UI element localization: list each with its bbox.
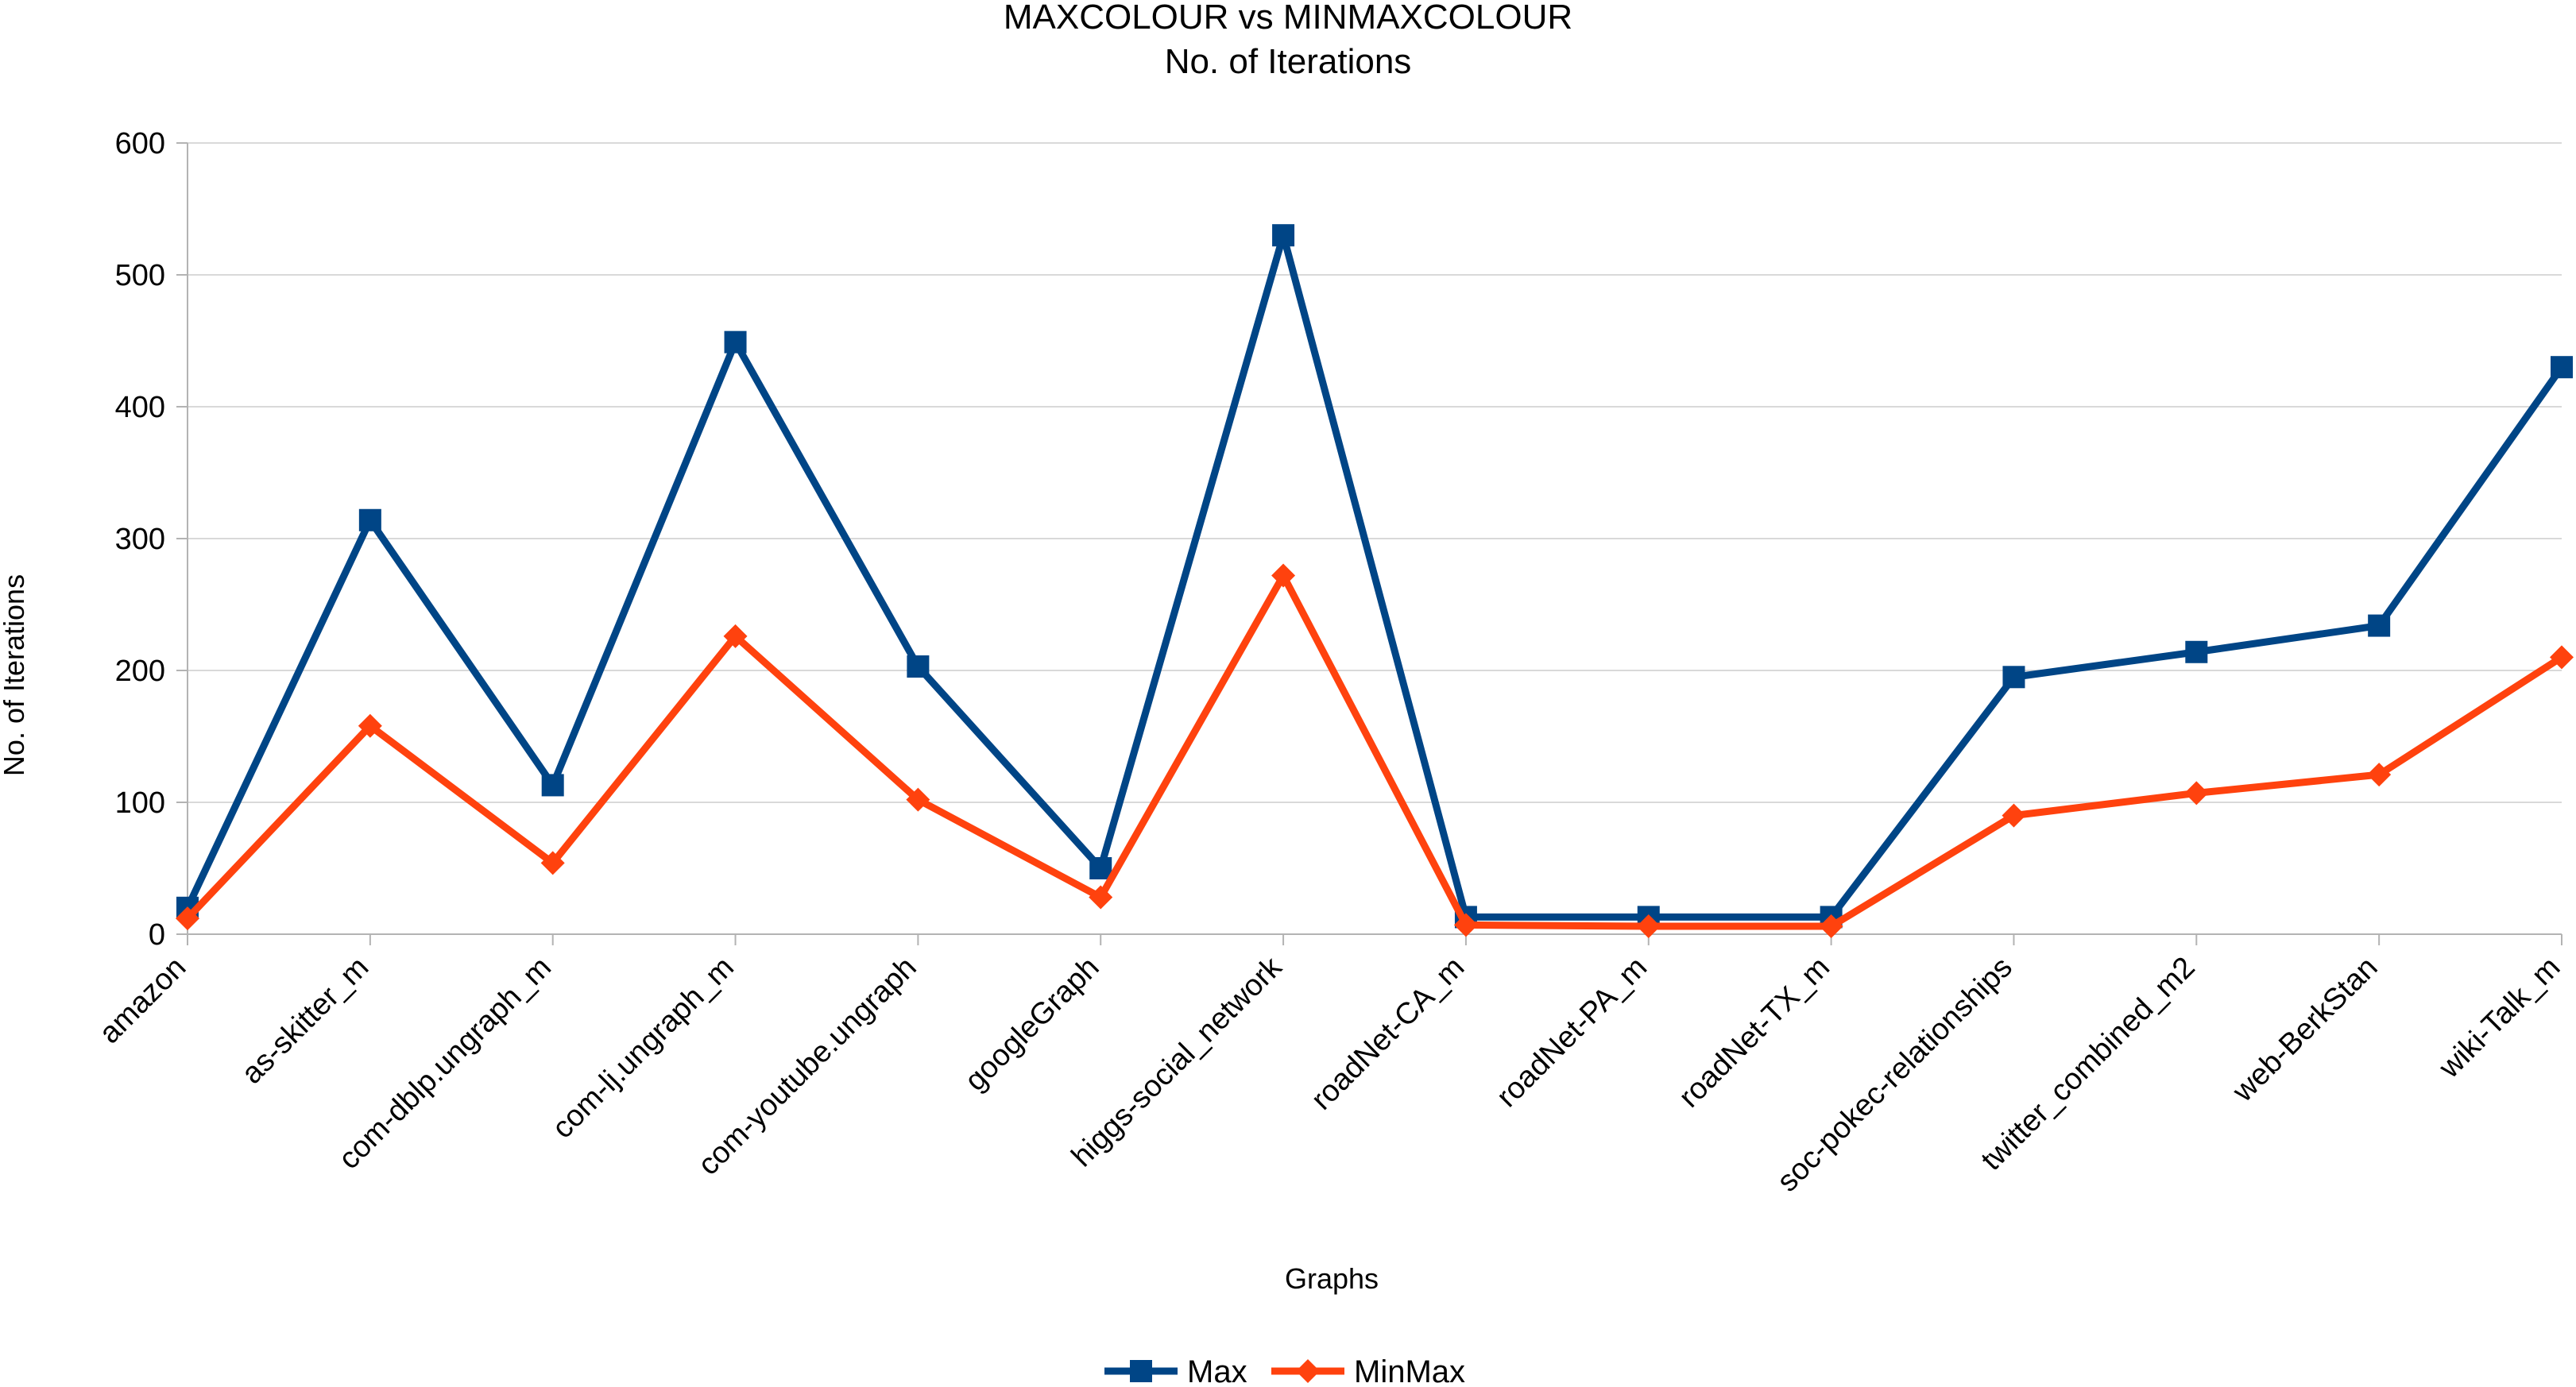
x-tick-label: roadNet-TX_m: [1673, 951, 1836, 1115]
data-point: [2367, 763, 2392, 787]
legend-item-minmax: MinMax: [1271, 1354, 1465, 1387]
x-tick-label: com-lj.ungraph_m: [546, 951, 741, 1146]
x-tick-label: amazon: [93, 951, 192, 1050]
data-point: [176, 906, 199, 931]
y-tick-label: 600: [115, 127, 165, 160]
data-point: [906, 787, 930, 812]
y-tick-label: 400: [115, 391, 165, 424]
x-tick-label: higgs-social_network: [1066, 950, 1289, 1173]
data-point: [2002, 803, 2026, 828]
x-axis-ticks: amazon as-skitter_mcom-dblp.ungraph_mcom-…: [93, 934, 2566, 1199]
data-point: [1089, 857, 1112, 879]
data-point: [2368, 614, 2391, 637]
x-axis-title: Graphs: [1285, 1262, 1379, 1295]
data-point: [724, 330, 747, 354]
data-point: [1271, 563, 1296, 588]
data-point: [2550, 645, 2574, 670]
data-point: [541, 774, 564, 797]
data-point: [1636, 914, 1661, 939]
series-minmax: [176, 563, 2574, 939]
y-tick-label: 200: [115, 655, 165, 688]
y-tick-label: 300: [115, 523, 165, 556]
gridlines: [188, 142, 2562, 935]
x-tick-label: roadNet-CA_m: [1305, 951, 1471, 1117]
chart-subtitle: No. of Iterations: [1165, 42, 1412, 81]
x-axis: [187, 143, 2562, 935]
y-axis-title: No. of Iterations: [0, 574, 30, 776]
y-tick-label: 500: [115, 259, 165, 292]
x-tick-label: wiki-Talk_m: [2432, 951, 2566, 1085]
legend-label: MinMax: [1354, 1354, 1465, 1387]
legend-marker: [1130, 1360, 1152, 1382]
data-point: [358, 713, 382, 738]
x-tick-label: twitter_combined_m2: [1975, 951, 2202, 1177]
series-line: [184, 231, 2565, 921]
x-tick-label: as-skitter_m: [235, 951, 375, 1091]
x-tick-label: roadNet-PA_m: [1491, 951, 1654, 1114]
data-point: [2002, 666, 2025, 689]
chart-title: MAXCOLOUR vs MINMAXCOLOUR: [1004, 0, 1572, 37]
legend-label: Max: [1187, 1354, 1247, 1387]
data-point: [1819, 914, 1843, 939]
legend: Max MinMax: [1104, 1354, 1465, 1387]
data-point: [358, 508, 381, 531]
data-point: [2184, 781, 2209, 806]
y-tick-label: 100: [115, 786, 165, 820]
data-point: [2185, 640, 2208, 663]
data-point: [1453, 913, 1478, 937]
data-point: [2551, 356, 2573, 379]
data-point: [723, 624, 748, 648]
data-point: [907, 655, 930, 678]
y-tick-label: 0: [149, 918, 165, 952]
series-line: [184, 571, 2564, 930]
data-point: [1089, 885, 1113, 910]
legend-marker: [1296, 1359, 1320, 1383]
y-axis-ticks: 0 100 200 300 400 500 600: [115, 127, 188, 952]
x-tick-label: googleGraph: [959, 951, 1106, 1098]
series-max: [176, 224, 2573, 929]
x-tick-label: com-dblp.ungraph_m: [332, 951, 558, 1176]
data-point: [1272, 224, 1295, 247]
legend-item-max: Max: [1104, 1354, 1247, 1387]
x-tick-label: web-BerkStan: [2226, 951, 2384, 1109]
series-layer: [176, 224, 2574, 939]
data-point: [540, 851, 565, 875]
